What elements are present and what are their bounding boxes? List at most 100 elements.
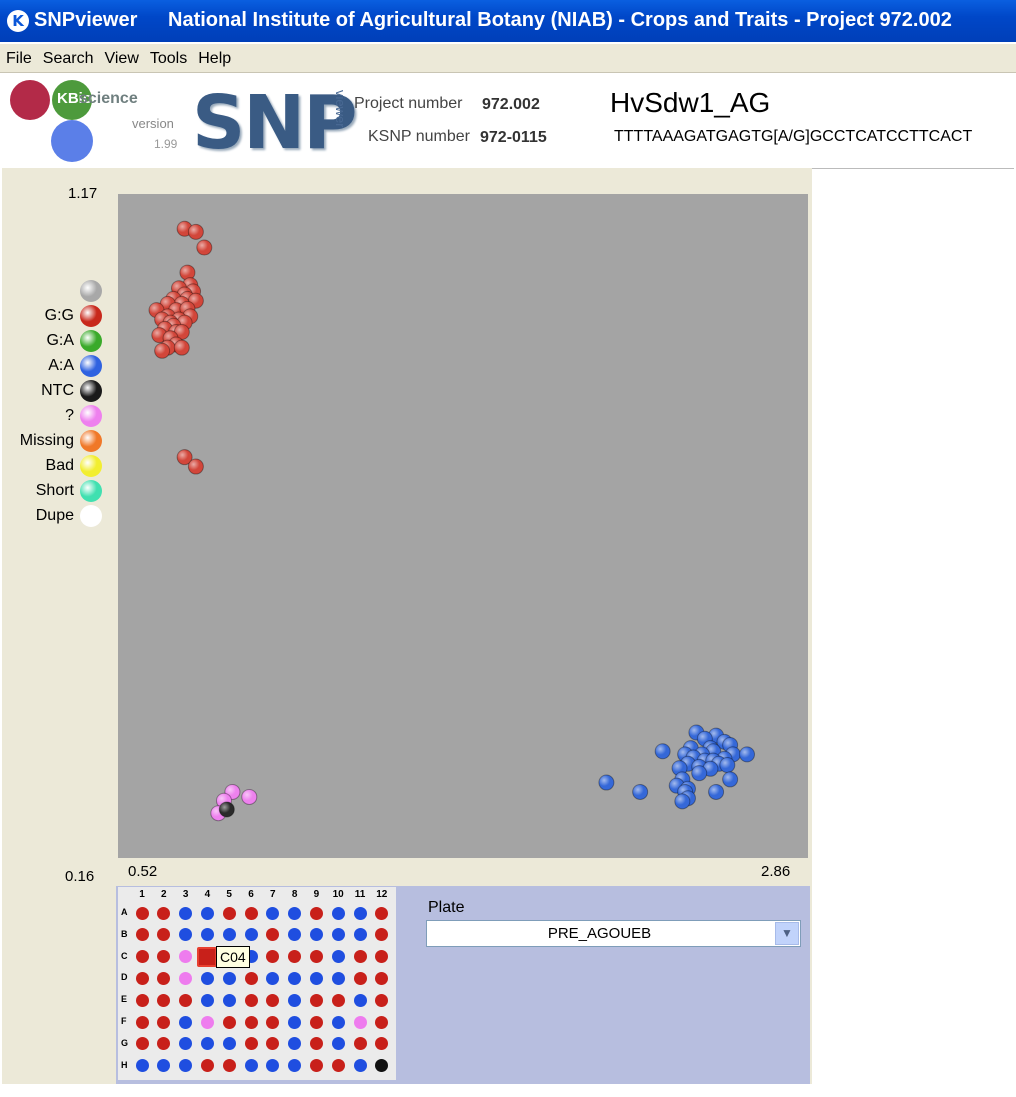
- plate-well[interactable]: [135, 993, 149, 1007]
- plate-well[interactable]: [353, 906, 367, 920]
- plate-well[interactable]: [157, 1015, 171, 1029]
- plate-well[interactable]: [179, 1015, 193, 1029]
- menu-search[interactable]: Search: [42, 50, 94, 67]
- plate-well[interactable]: [157, 1037, 171, 1051]
- plate-well[interactable]: [200, 928, 214, 942]
- plate-well[interactable]: [375, 1059, 389, 1073]
- plate-well[interactable]: [222, 1059, 236, 1073]
- plate-well[interactable]: [353, 1059, 367, 1073]
- plate-well[interactable]: [353, 1015, 367, 1029]
- plate-well[interactable]: [266, 971, 280, 985]
- plate-well[interactable]: [222, 993, 236, 1007]
- plate-well[interactable]: [135, 971, 149, 985]
- plate-well[interactable]: [375, 950, 389, 964]
- plate-well[interactable]: [244, 993, 258, 1007]
- plate-well[interactable]: [179, 906, 193, 920]
- plate-well[interactable]: [309, 928, 323, 942]
- plate-well[interactable]: [244, 971, 258, 985]
- plate-well[interactable]: [331, 1015, 345, 1029]
- kbio-app-icon[interactable]: K: [7, 10, 29, 32]
- menu-file[interactable]: File: [6, 50, 32, 67]
- plate-well[interactable]: [200, 906, 214, 920]
- plate-well[interactable]: [331, 971, 345, 985]
- plate-well[interactable]: [288, 1059, 302, 1073]
- plate-well[interactable]: [266, 1037, 280, 1051]
- plate-well[interactable]: [309, 993, 323, 1007]
- plate-dropdown[interactable]: PRE_AGOUEB ▼: [426, 920, 801, 947]
- plate-well[interactable]: [200, 993, 214, 1007]
- plate-well[interactable]: [200, 1015, 214, 1029]
- plate-well[interactable]: [222, 971, 236, 985]
- plate-well[interactable]: [375, 1015, 389, 1029]
- plate-well[interactable]: [288, 950, 302, 964]
- plate-well[interactable]: [222, 906, 236, 920]
- plate-well[interactable]: [375, 993, 389, 1007]
- plate-well[interactable]: [353, 971, 367, 985]
- plate-well[interactable]: [309, 906, 323, 920]
- plate-well[interactable]: [244, 1059, 258, 1073]
- plate-well[interactable]: [288, 971, 302, 985]
- plate-well[interactable]: [244, 928, 258, 942]
- plate-well[interactable]: [375, 1037, 389, 1051]
- plate-well[interactable]: [375, 906, 389, 920]
- plate-well[interactable]: [353, 1037, 367, 1051]
- menu-tools[interactable]: Tools: [149, 50, 188, 67]
- plate-well[interactable]: [200, 971, 214, 985]
- plate-well[interactable]: [288, 993, 302, 1007]
- plate-well[interactable]: [266, 928, 280, 942]
- plate-grid[interactable]: 1 2 3 4 5 6 7 8 9 10 11 12 A B C D E F G H: [118, 887, 396, 1080]
- menu-help[interactable]: Help: [198, 50, 232, 67]
- menu-view[interactable]: View: [104, 50, 139, 67]
- plate-well[interactable]: [309, 1059, 323, 1073]
- plate-well[interactable]: [331, 1037, 345, 1051]
- plate-well[interactable]: [288, 1015, 302, 1029]
- plate-well[interactable]: [288, 906, 302, 920]
- plate-well[interactable]: [135, 1037, 149, 1051]
- scatter-plot[interactable]: [118, 194, 808, 858]
- plate-well[interactable]: [179, 1059, 193, 1073]
- plate-well[interactable]: [244, 1015, 258, 1029]
- plate-well[interactable]: [179, 928, 193, 942]
- plate-well[interactable]: [157, 971, 171, 985]
- plate-well[interactable]: [353, 993, 367, 1007]
- plate-well[interactable]: [266, 993, 280, 1007]
- plate-well[interactable]: [266, 950, 280, 964]
- plate-well[interactable]: [135, 928, 149, 942]
- plate-well[interactable]: [309, 1015, 323, 1029]
- plate-well[interactable]: [353, 950, 367, 964]
- chevron-down-icon[interactable]: ▼: [775, 922, 799, 945]
- plate-well[interactable]: [353, 928, 367, 942]
- plate-well[interactable]: [288, 1037, 302, 1051]
- plate-well[interactable]: [135, 1015, 149, 1029]
- plate-well[interactable]: [157, 928, 171, 942]
- plate-well[interactable]: [266, 1059, 280, 1073]
- plate-well[interactable]: [331, 1059, 345, 1073]
- plate-well[interactable]: [157, 906, 171, 920]
- plate-well-selected[interactable]: [197, 946, 218, 967]
- plate-well[interactable]: [222, 1015, 236, 1029]
- plate-well[interactable]: [244, 1037, 258, 1051]
- plate-well[interactable]: [200, 1037, 214, 1051]
- plate-well[interactable]: [309, 950, 323, 964]
- plate-well[interactable]: [179, 1037, 193, 1051]
- plate-well[interactable]: [157, 950, 171, 964]
- plate-well[interactable]: [179, 971, 193, 985]
- plate-well[interactable]: [135, 950, 149, 964]
- plate-well[interactable]: [200, 1059, 214, 1073]
- plate-well[interactable]: [309, 1037, 323, 1051]
- plate-well[interactable]: [375, 928, 389, 942]
- plate-well[interactable]: [309, 971, 323, 985]
- plate-well[interactable]: [244, 906, 258, 920]
- plate-well[interactable]: [375, 971, 389, 985]
- plate-well[interactable]: [135, 906, 149, 920]
- plate-well[interactable]: [222, 928, 236, 942]
- plate-well[interactable]: [266, 1015, 280, 1029]
- plate-well[interactable]: [266, 906, 280, 920]
- plate-well[interactable]: [331, 906, 345, 920]
- plate-well[interactable]: [288, 928, 302, 942]
- plate-well[interactable]: [331, 928, 345, 942]
- plate-well[interactable]: [179, 993, 193, 1007]
- plate-well[interactable]: [179, 950, 193, 964]
- plate-well[interactable]: [331, 950, 345, 964]
- plate-well[interactable]: [157, 993, 171, 1007]
